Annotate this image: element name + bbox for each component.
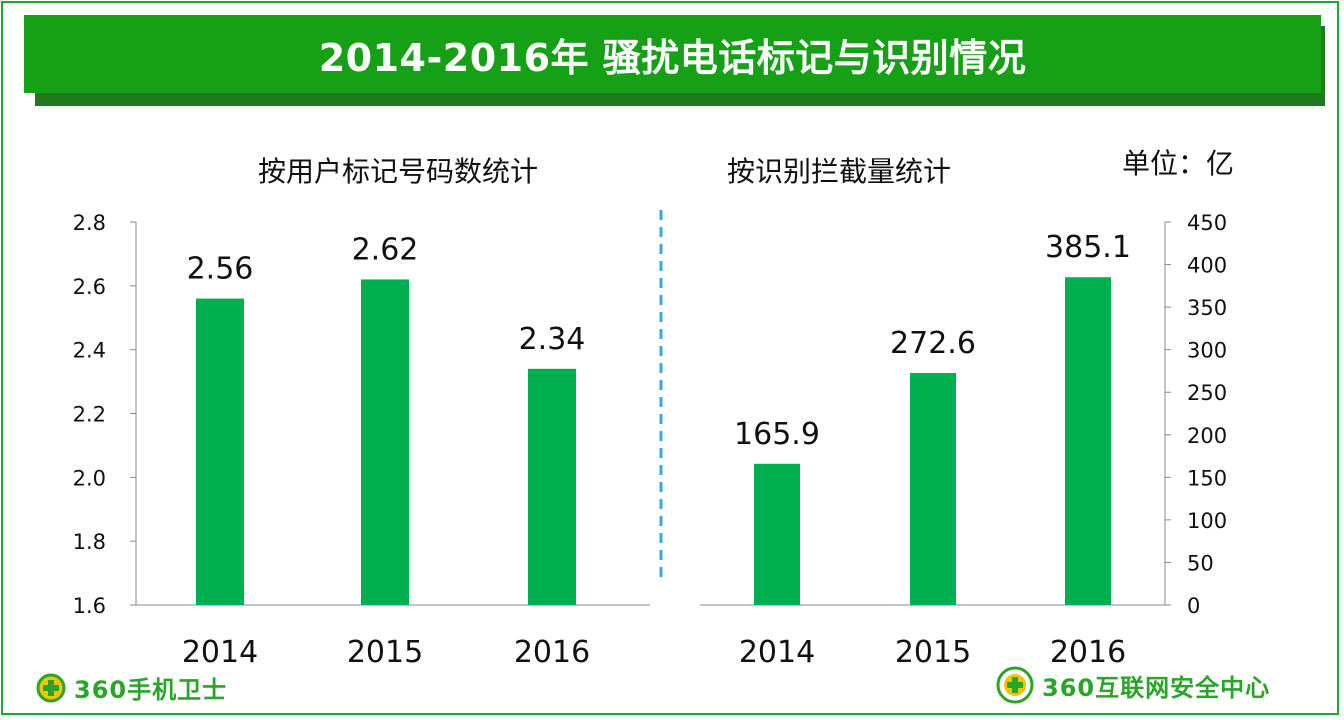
page-title: 2014-2016年 骚扰电话标记与识别情况 xyxy=(318,35,1027,80)
data-label: 165.9 xyxy=(734,417,820,452)
y-tick-label: 1.8 xyxy=(73,530,106,554)
360-security-emblem-icon xyxy=(996,666,1034,704)
left-chart: 1.6 1.8 2.0 2.2 2.4 2.6 2.8 2.56 2014 2.62 2015 2.3… xyxy=(73,211,650,670)
right-chart-title: 按识别拦截量统计 xyxy=(727,155,952,188)
y-tick-label: 250 xyxy=(1187,381,1227,405)
y-tick-label: 100 xyxy=(1187,509,1227,533)
y-tick-label: 2.6 xyxy=(73,275,106,299)
y-tick-label: 2.0 xyxy=(73,466,106,490)
y-tick-label: 150 xyxy=(1187,466,1227,490)
bar xyxy=(1065,277,1111,605)
title-bar: 2014-2016年 骚扰电话标记与识别情况 xyxy=(24,15,1321,93)
bar xyxy=(528,368,576,605)
y-tick-label: 400 xyxy=(1187,254,1227,278)
y-tick-label: 2.8 xyxy=(73,211,106,235)
data-label: 2.34 xyxy=(519,322,586,357)
bar xyxy=(910,372,956,605)
y-tick-label: 2.2 xyxy=(73,403,106,427)
left-chart-title: 按用户标记号码数统计 xyxy=(258,155,539,188)
data-label: 2.56 xyxy=(187,252,254,287)
logo-360-security-center: 360互联网安全中心 xyxy=(996,666,1270,704)
logo-360-mobile-guard: 360手机卫士 xyxy=(36,670,227,705)
logo-right-text: 360互联网安全中心 xyxy=(1042,673,1271,702)
x-tick-label: 2014 xyxy=(739,635,815,670)
y-tick-label: 350 xyxy=(1187,296,1227,320)
bar xyxy=(754,463,800,605)
x-tick-label: 2015 xyxy=(895,635,971,670)
data-label: 2.62 xyxy=(352,232,419,267)
y-tick-label: 0 xyxy=(1187,594,1200,618)
y-tick-label: 300 xyxy=(1187,339,1227,363)
x-tick-label: 2014 xyxy=(182,635,258,670)
y-tick-label: 450 xyxy=(1187,211,1227,235)
360-logo-icon xyxy=(36,673,66,702)
bar xyxy=(196,298,244,605)
x-tick-label: 2016 xyxy=(1050,635,1126,670)
logo-left-text: 360手机卫士 xyxy=(74,676,228,704)
y-tick-label: 2.4 xyxy=(73,339,106,363)
x-tick-label: 2016 xyxy=(514,635,590,670)
data-label: 385.1 xyxy=(1045,230,1131,265)
data-label: 272.6 xyxy=(890,326,976,361)
y-tick-label: 50 xyxy=(1187,551,1214,575)
right-chart: 0 50 100 150 200 250 300 350 400 450 165.9 2014 272.… xyxy=(700,211,1227,670)
y-tick-label: 200 xyxy=(1187,424,1227,448)
x-tick-label: 2015 xyxy=(347,635,423,670)
y-tick-label: 1.6 xyxy=(73,594,106,618)
bar xyxy=(361,279,409,605)
unit-label: 单位：亿 xyxy=(1122,147,1235,180)
